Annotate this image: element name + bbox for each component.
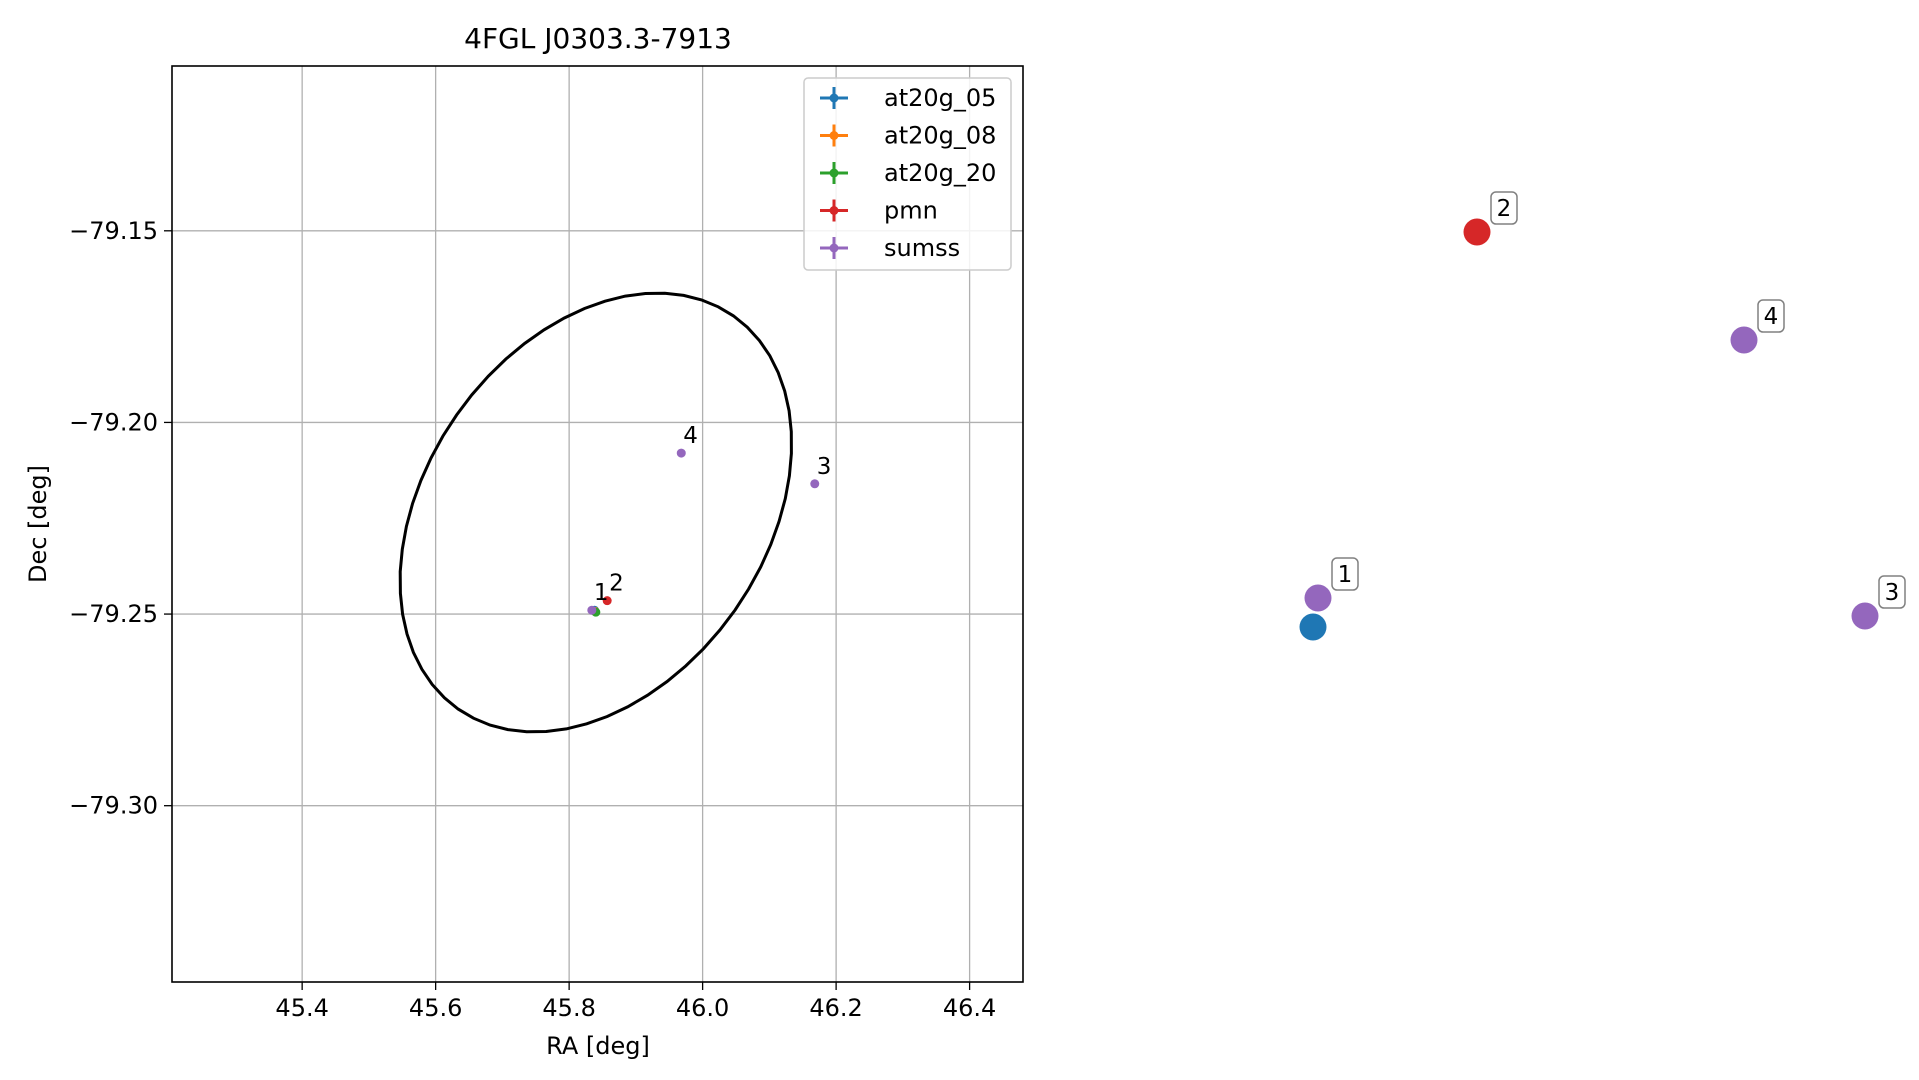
main-plot: 4FGL J0303.3-7913 1 234 45.4 45.6 45.8 46.0 4… bbox=[24, 22, 1024, 1060]
legend-marker-dot bbox=[829, 243, 839, 253]
x-tick-label: 46.2 bbox=[809, 994, 862, 1022]
zoom-label: 2 bbox=[1497, 196, 1512, 222]
x-ticks: 45.4 45.6 45.8 46.0 46.2 46.4 bbox=[275, 982, 996, 1022]
plot-frame bbox=[171, 65, 1024, 983]
y-tick-label: −79.20 bbox=[69, 408, 158, 436]
y-axis-label: Dec [deg] bbox=[24, 465, 52, 583]
x-tick-label: 46.4 bbox=[943, 994, 996, 1022]
point-annotation: 3 bbox=[817, 454, 832, 480]
legend-entry-at20g_08: at20g_08 bbox=[820, 122, 996, 150]
legend-marker-dot bbox=[829, 206, 839, 215]
legend-label: at20g_08 bbox=[884, 122, 996, 150]
legend-marker-dot bbox=[829, 168, 839, 178]
annotations: 1 2 3 4 bbox=[594, 423, 832, 606]
y-tick-label: −79.30 bbox=[69, 792, 158, 820]
y-tick-label: −79.25 bbox=[69, 600, 158, 628]
zoom-label-box bbox=[1878, 575, 1906, 609]
legend-entry-at20g_05: at20g_05 bbox=[820, 84, 996, 112]
x-tick-label: 45.6 bbox=[409, 994, 462, 1022]
zoom-point bbox=[1730, 326, 1758, 354]
legend-entry-at20g_20: at20g_20 bbox=[820, 159, 996, 187]
error-ellipse bbox=[398, 291, 793, 734]
legend-entry-sumss: sumss bbox=[820, 234, 960, 262]
point-sumss bbox=[810, 479, 820, 489]
zoom-panel: 1 2 3 4 bbox=[1299, 191, 1906, 641]
legend-label: sumss bbox=[884, 234, 960, 262]
zoom-label-box bbox=[1490, 191, 1518, 225]
point-annotation: 2 bbox=[609, 571, 624, 597]
zoom-label: 1 bbox=[1338, 562, 1353, 588]
zoom-point bbox=[1851, 602, 1879, 630]
zoom-point bbox=[1463, 218, 1491, 246]
chart-title: 4FGL J0303.3-7913 bbox=[464, 22, 732, 55]
zoom-point bbox=[1299, 613, 1327, 641]
x-tick-label: 46.0 bbox=[676, 994, 729, 1022]
point-pmn bbox=[602, 596, 612, 606]
data-points bbox=[587, 448, 820, 617]
x-tick-label: 45.8 bbox=[542, 994, 595, 1022]
x-tick-label: 45.4 bbox=[275, 994, 328, 1022]
zoom-label-box bbox=[1331, 557, 1359, 591]
legend-label: at20g_05 bbox=[884, 84, 996, 112]
zoom-point bbox=[1304, 584, 1332, 612]
legend-entry-pmn: pmn bbox=[820, 197, 938, 225]
legend-marker-dot bbox=[829, 131, 839, 140]
point-annotation: 1 bbox=[594, 580, 609, 606]
legend-marker-dot bbox=[829, 93, 839, 103]
y-tick-label: −79.15 bbox=[69, 217, 158, 245]
legend-label: pmn bbox=[884, 197, 938, 225]
x-axis-label: RA [deg] bbox=[546, 1032, 650, 1060]
y-ticks: −79.15 −79.20 −79.25 −79.30 bbox=[69, 217, 172, 820]
point-annotation: 4 bbox=[683, 423, 698, 449]
point-sumss bbox=[676, 448, 686, 458]
zoom-label: 3 bbox=[1885, 580, 1900, 606]
zoom-label-box bbox=[1757, 299, 1785, 333]
legend-box bbox=[803, 77, 1012, 271]
legend-label: at20g_20 bbox=[884, 159, 996, 187]
point-sumss bbox=[587, 605, 597, 615]
error-ellipse-path bbox=[398, 291, 793, 734]
zoom-label: 4 bbox=[1764, 304, 1779, 330]
